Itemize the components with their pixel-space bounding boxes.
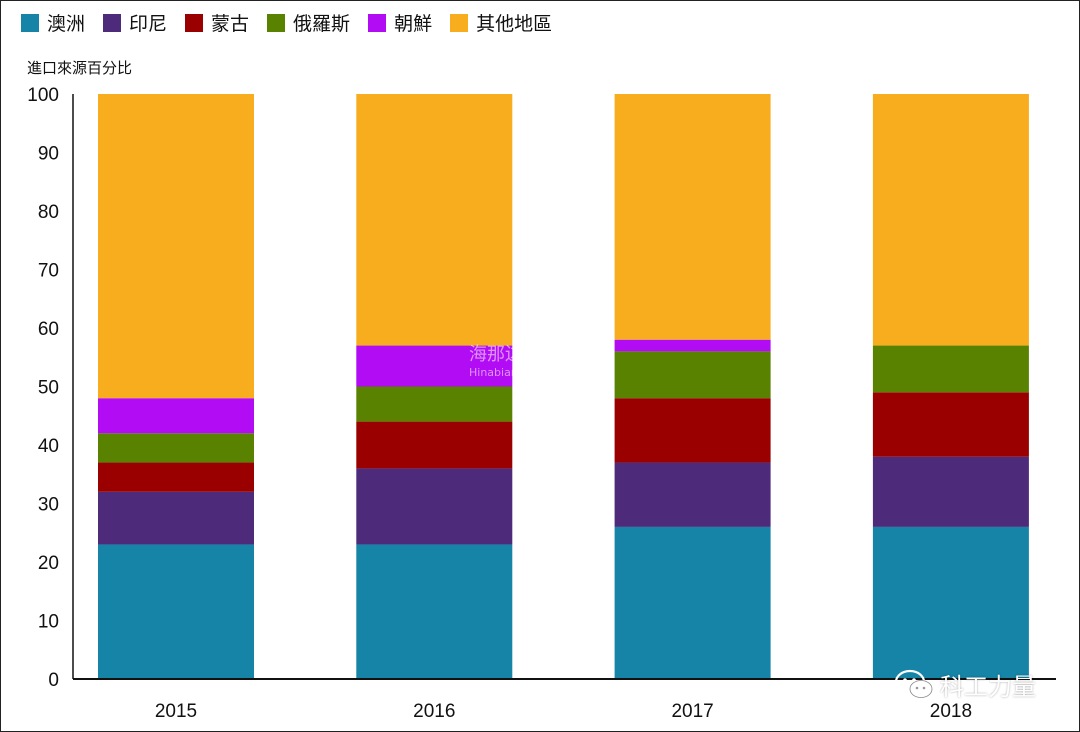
bar-segment	[872, 456, 1029, 527]
bar-segment	[356, 421, 513, 469]
bar-segment	[614, 398, 771, 463]
watermark-subtext: Hinabian	[469, 366, 518, 379]
x-tick-label: 2018	[930, 701, 972, 722]
brand-mark: 科工力量	[894, 667, 1036, 702]
bar-segment	[356, 544, 513, 679]
y-tick-label: 60	[38, 319, 59, 340]
legend-swatch	[103, 13, 122, 32]
y-tick-label: 40	[38, 436, 59, 457]
x-tick-label: 2016	[413, 701, 455, 722]
bar-segment	[98, 398, 254, 434]
y-tick-label: 70	[38, 261, 59, 282]
bar-segment	[614, 94, 771, 340]
bar-segment	[872, 392, 1029, 457]
bar-segment	[356, 345, 513, 387]
bar-segment	[614, 339, 771, 352]
y-tick-label: 100	[27, 85, 59, 106]
legend-item: 蒙古	[185, 9, 249, 36]
y-tick-label: 80	[38, 202, 59, 223]
x-tick-label: 2017	[671, 701, 713, 722]
legend-swatch	[368, 13, 387, 32]
legend-swatch	[267, 13, 286, 32]
legend-item: 澳洲	[21, 9, 85, 36]
legend-swatch	[21, 13, 39, 32]
legend-item: 印尼	[103, 9, 167, 36]
bar-segment	[98, 544, 254, 679]
watermark: 海那边 Hinabian	[469, 346, 523, 382]
y-tick-label: 30	[38, 495, 59, 516]
wechat-icon	[894, 669, 933, 698]
bar-segment	[98, 491, 254, 545]
bar-segment	[98, 433, 254, 463]
chart-legend: 澳洲 印尼 蒙古 俄羅斯 朝鮮 其他地區	[21, 9, 570, 36]
bar-segment	[872, 94, 1029, 346]
bar-segment	[872, 526, 1029, 679]
legend-swatch	[450, 13, 469, 32]
bar-segment	[872, 345, 1029, 393]
legend-label: 印尼	[129, 13, 168, 35]
y-tick-label: 20	[38, 553, 59, 574]
bar-segment	[356, 386, 513, 422]
y-axis-label: 進口來源百分比	[27, 59, 133, 77]
legend-label: 俄羅斯	[293, 13, 351, 35]
bar-segment	[98, 94, 254, 399]
legend-swatch	[185, 13, 204, 32]
bar-segment	[356, 468, 513, 545]
bar-segment	[614, 351, 771, 399]
legend-item: 俄羅斯	[267, 9, 350, 36]
y-tick-label: 10	[38, 612, 59, 633]
bar-segment	[356, 94, 513, 346]
legend-item: 其他地區	[450, 9, 552, 36]
brand-label: 科工力量	[940, 673, 1036, 701]
watermark-text: 海那边	[469, 344, 523, 365]
legend-label: 朝鮮	[394, 13, 433, 35]
bar-segment	[614, 526, 771, 679]
bar-segment	[614, 462, 771, 527]
legend-item: 朝鮮	[368, 9, 432, 36]
y-tick-label: 0	[48, 670, 59, 691]
y-tick-label: 90	[38, 144, 59, 165]
legend-label: 澳洲	[47, 13, 86, 35]
y-tick-label: 50	[38, 378, 59, 399]
bar-segment	[98, 462, 254, 492]
x-tick-label: 2015	[155, 701, 197, 722]
legend-label: 蒙古	[211, 13, 250, 35]
legend-label: 其他地區	[476, 13, 553, 35]
